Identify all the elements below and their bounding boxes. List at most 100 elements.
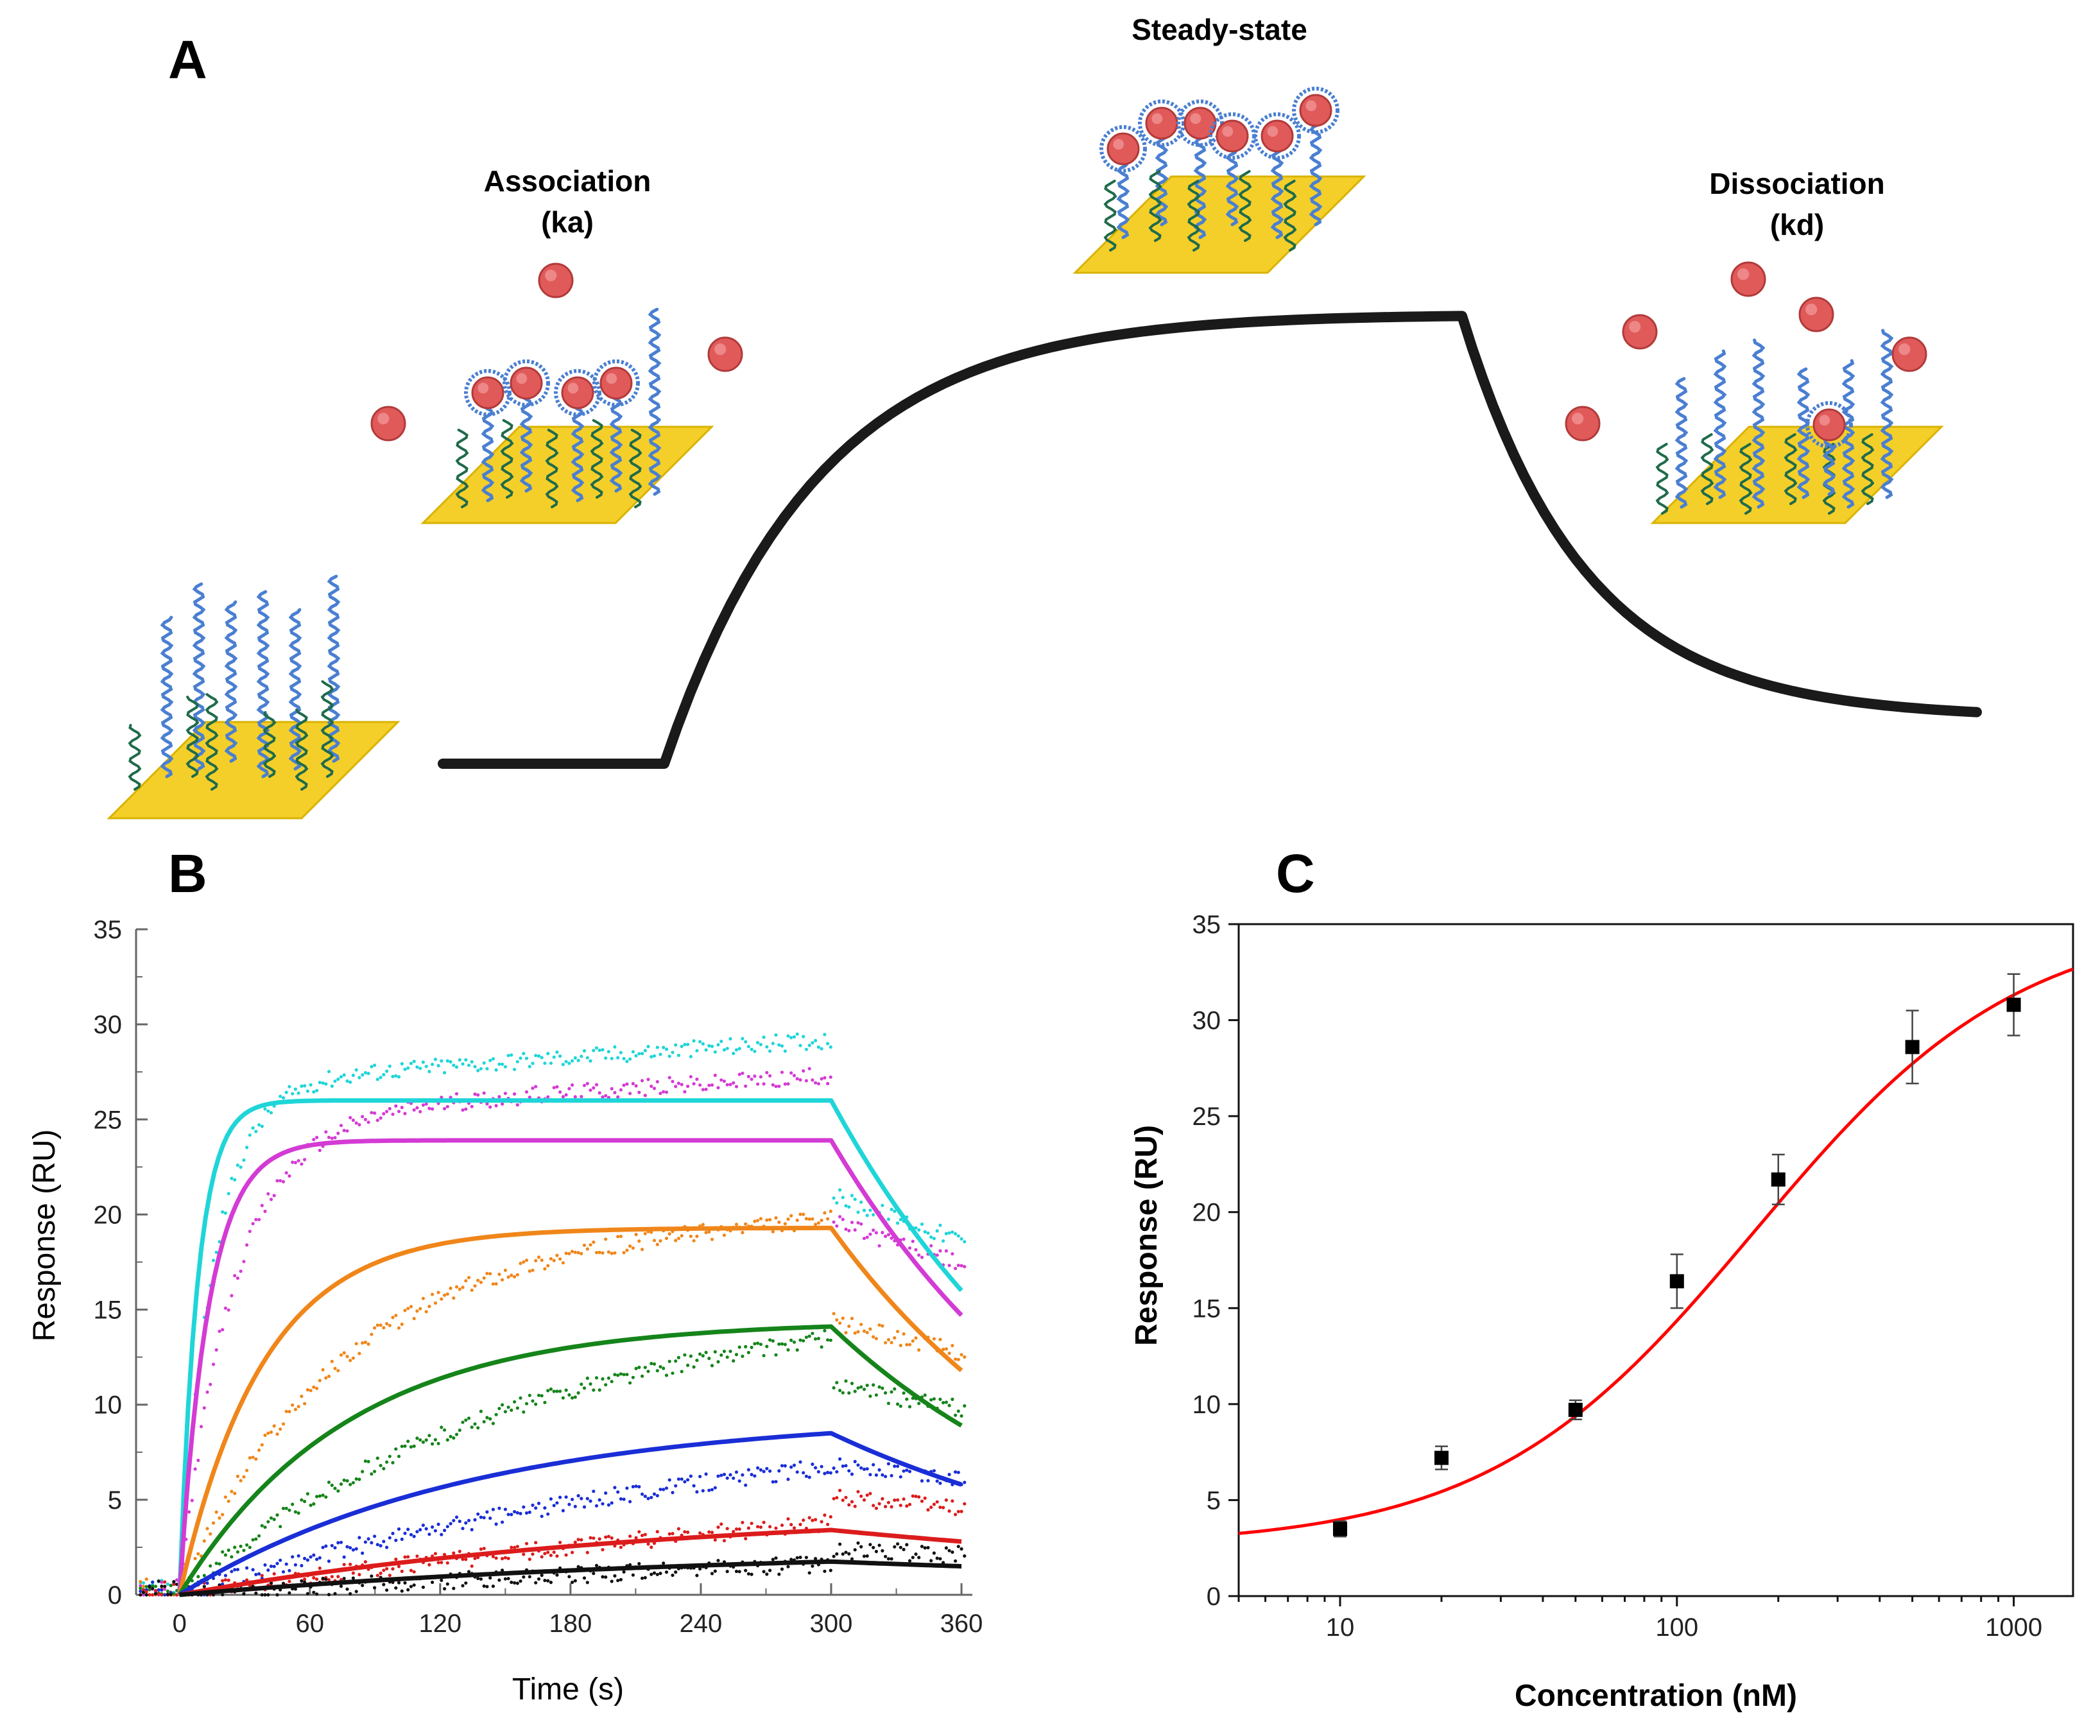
data-point (938, 1249, 942, 1253)
data-point (531, 1268, 535, 1272)
data-point (379, 1543, 383, 1548)
data-point (877, 1323, 881, 1327)
data-point (345, 1479, 349, 1482)
data-point (385, 1567, 389, 1570)
aptamer-loop (464, 369, 512, 417)
data-point (634, 1484, 638, 1488)
data-point (592, 1086, 596, 1090)
data-point (279, 1094, 282, 1098)
data-point (515, 1273, 519, 1276)
data-point (634, 1366, 638, 1370)
data-point (768, 1338, 772, 1342)
data-point (911, 1397, 915, 1400)
data-point (333, 1366, 337, 1370)
data-point (859, 1323, 863, 1327)
data-point (397, 1454, 401, 1458)
data-point (403, 1555, 407, 1559)
data-point (847, 1229, 851, 1233)
data-point (266, 1520, 270, 1524)
data-point (479, 1515, 483, 1519)
data-point (722, 1048, 727, 1052)
data-point (655, 1079, 659, 1084)
data-point (838, 1542, 842, 1546)
data-point (592, 1388, 596, 1392)
data-point (823, 1328, 827, 1332)
data-point (710, 1237, 714, 1241)
data-point (375, 1323, 379, 1327)
data-point (865, 1493, 869, 1497)
data-point (397, 1581, 401, 1585)
target-bead (1261, 119, 1294, 153)
data-point (546, 1579, 550, 1583)
data-point (312, 1590, 316, 1594)
data-point (524, 1056, 529, 1060)
data-point (938, 1506, 942, 1509)
data-point (741, 1473, 744, 1477)
data-point (464, 1418, 468, 1422)
data-point (637, 1090, 641, 1094)
data-point (412, 1583, 416, 1587)
data-point (239, 1269, 243, 1273)
x-tick-label: 10 (1326, 1613, 1355, 1642)
data-point (291, 1160, 295, 1164)
y-tick-label: 10 (1192, 1391, 1221, 1419)
square-marker (1771, 1172, 1786, 1187)
data-point (272, 1572, 276, 1576)
data-point (798, 1044, 802, 1047)
data-point (409, 1585, 413, 1588)
data-point (807, 1571, 811, 1575)
data-point (859, 1222, 863, 1226)
data-point (233, 1178, 237, 1182)
data-point (205, 1390, 209, 1394)
data-point (573, 1579, 577, 1583)
data-point (641, 1533, 644, 1538)
data-point (339, 1124, 343, 1128)
data-point (540, 1555, 544, 1559)
data-point (491, 1422, 495, 1425)
data-point (412, 1534, 416, 1538)
association-label: Association (484, 164, 651, 198)
data-point (342, 1478, 346, 1482)
data-point (397, 1527, 401, 1531)
data-point (275, 1179, 279, 1183)
data-point (522, 1260, 526, 1264)
data-point (725, 1527, 729, 1531)
data-point (631, 1484, 635, 1489)
data-point (464, 1581, 468, 1585)
data-point (832, 1312, 836, 1316)
data-point (330, 1359, 334, 1363)
bead-highlight (516, 373, 528, 384)
data-point (573, 1056, 577, 1060)
data-point (795, 1348, 799, 1352)
data-point (874, 1231, 878, 1235)
data-point (944, 1546, 948, 1550)
data-point (905, 1343, 909, 1346)
data-point (947, 1264, 951, 1268)
data-point (613, 1090, 617, 1095)
data-point (403, 1309, 407, 1312)
data-point (646, 1045, 650, 1049)
data-point (510, 1580, 513, 1585)
data-point (519, 1396, 522, 1400)
data-point (291, 1092, 295, 1096)
x-tick-label: 1000 (1985, 1613, 2042, 1642)
data-point (524, 1402, 529, 1405)
data-point (519, 1511, 522, 1515)
data-point (209, 1532, 212, 1536)
data-point (963, 1481, 967, 1484)
data-point (762, 1520, 766, 1524)
data-point (704, 1087, 708, 1091)
data-point (689, 1234, 693, 1238)
data-point (440, 1059, 443, 1063)
data-point (847, 1552, 851, 1556)
data-point (601, 1095, 605, 1099)
data-point (327, 1481, 331, 1484)
data-point (476, 1576, 480, 1581)
data-point (881, 1473, 884, 1477)
data-point (567, 1061, 571, 1065)
data-point (792, 1035, 796, 1039)
data-point (734, 1048, 739, 1052)
data-point (890, 1505, 893, 1509)
data-point (555, 1389, 559, 1393)
data-point (379, 1571, 383, 1575)
